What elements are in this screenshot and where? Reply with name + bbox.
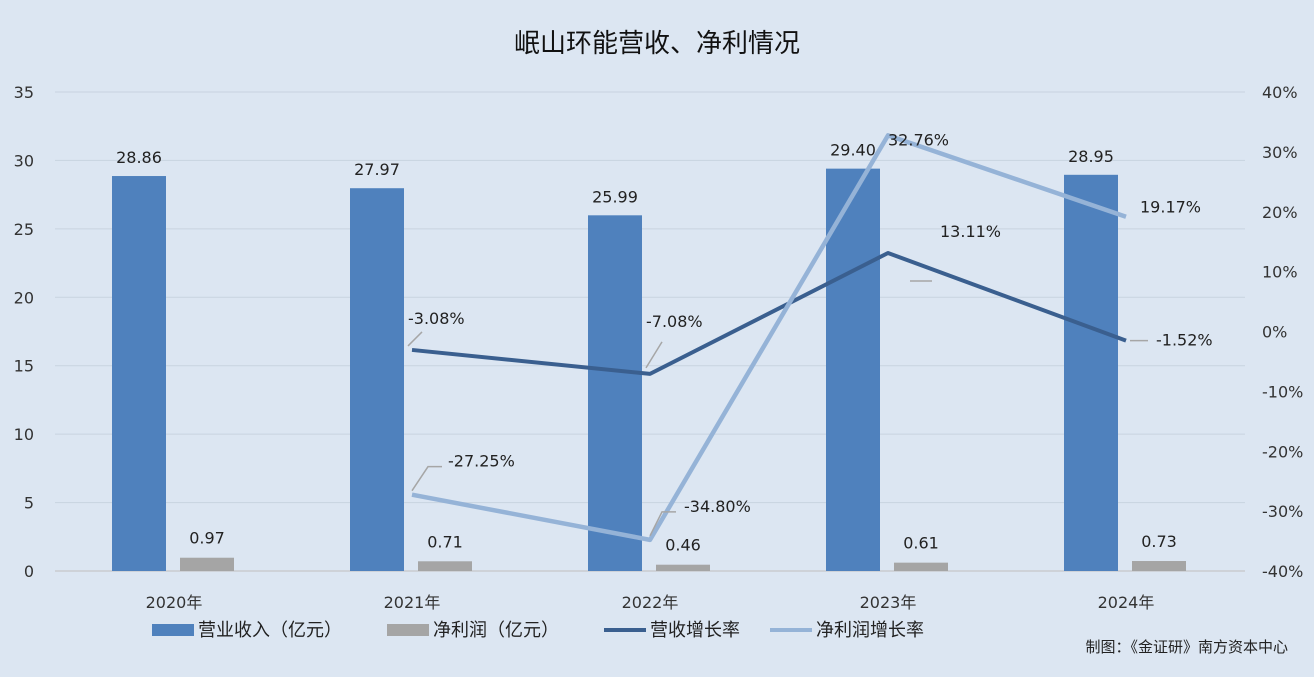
grid-lines — [55, 91, 1245, 572]
y-right-tick-label: -40% — [1262, 562, 1303, 581]
line-data-label: -3.08% — [408, 309, 465, 328]
y-right-tick-label: -10% — [1262, 382, 1303, 401]
x-tick-label: 2021年 — [384, 593, 441, 612]
y-right-tick-label: 30% — [1262, 143, 1298, 162]
bar — [112, 176, 166, 572]
y-left-tick-label: 35 — [14, 83, 34, 102]
legend-swatch — [152, 624, 194, 636]
legend-label: 营收增长率 — [650, 620, 740, 641]
line-data-label: -27.25% — [448, 452, 515, 471]
bar — [588, 215, 642, 571]
leader-line — [411, 465, 442, 492]
y-right-tick-label: -30% — [1262, 502, 1303, 521]
credit-text: 制图：《金证研》南方资本中心 — [1085, 638, 1288, 656]
line-data-label: -1.52% — [1156, 331, 1213, 350]
legend: 营业收入（亿元） 净利润（亿元） 营收增长率 净利润增长率 — [152, 620, 924, 641]
legend-swatch — [387, 624, 429, 636]
x-axis: 2020年 2021年 2022年 2023年 2024年 — [146, 593, 1155, 612]
y-right-axis: -40% -30% -20% -10% 0% 10% 20% 30% 40% — [1262, 83, 1303, 581]
y-left-tick-label: 5 — [24, 494, 34, 513]
x-tick-label: 2022年 — [622, 593, 679, 612]
bar — [1064, 174, 1118, 571]
legend-label: 营业收入（亿元） — [198, 620, 342, 641]
series-line — [411, 133, 1127, 543]
y-right-tick-label: 0% — [1262, 323, 1287, 342]
line-data-label: -7.08% — [646, 312, 703, 331]
bars — [112, 168, 1186, 572]
x-tick-label: 2023年 — [860, 593, 917, 612]
series-line — [411, 251, 1127, 376]
bar-data-label: 0.71 — [427, 532, 463, 551]
legend-label: 净利润（亿元） — [433, 620, 559, 641]
line-data-label: -34.80% — [684, 497, 751, 516]
line-data-label: 32.76% — [888, 130, 949, 149]
bar-data-label: 25.99 — [592, 187, 638, 206]
bar — [826, 168, 880, 571]
bar-data-label: 29.40 — [830, 141, 876, 160]
bar — [1132, 561, 1186, 571]
y-right-tick-label: 10% — [1262, 263, 1298, 282]
line-data-label: 19.17% — [1140, 198, 1201, 217]
bar-data-label: 0.61 — [903, 534, 939, 553]
y-left-tick-label: 0 — [24, 562, 34, 581]
bar-data-label: 28.95 — [1068, 147, 1114, 166]
bar — [656, 564, 710, 571]
y-right-tick-label: 40% — [1262, 83, 1298, 102]
y-left-tick-label: 20 — [14, 288, 34, 307]
y-left-tick-label: 25 — [14, 220, 34, 239]
bar — [894, 562, 948, 571]
y-right-tick-label: 20% — [1262, 203, 1298, 222]
y-left-axis: 0 5 10 15 20 25 30 35 — [14, 83, 34, 581]
bar-data-label: 0.73 — [1141, 532, 1177, 551]
bar-data-label: 28.86 — [116, 148, 162, 167]
y-left-tick-label: 10 — [14, 425, 34, 444]
bar-data-label: 27.97 — [354, 160, 400, 179]
leader-line — [649, 511, 676, 537]
y-left-tick-label: 30 — [14, 151, 34, 170]
leader-line — [645, 341, 663, 369]
bar — [418, 561, 472, 571]
data-labels: 28.86 27.97 25.99 29.40 28.95 0.97 0.71 0.46 0.6… — [116, 130, 1213, 554]
y-right-tick-label: -20% — [1262, 442, 1303, 461]
line-data-label: 13.11% — [940, 222, 1001, 241]
legend-label: 净利润增长率 — [816, 620, 924, 641]
x-tick-label: 2020年 — [146, 593, 203, 612]
bar — [180, 557, 234, 571]
bar-data-label: 0.97 — [189, 529, 225, 548]
y-left-tick-label: 15 — [14, 357, 34, 376]
leader-line — [407, 331, 423, 347]
chart-title: 岷山环能营收、净利情况 — [514, 29, 800, 59]
bar — [350, 188, 404, 571]
lines — [411, 133, 1127, 543]
bar-data-label: 0.46 — [665, 536, 701, 555]
leader-lines — [407, 280, 1148, 537]
x-tick-label: 2024年 — [1098, 593, 1155, 612]
